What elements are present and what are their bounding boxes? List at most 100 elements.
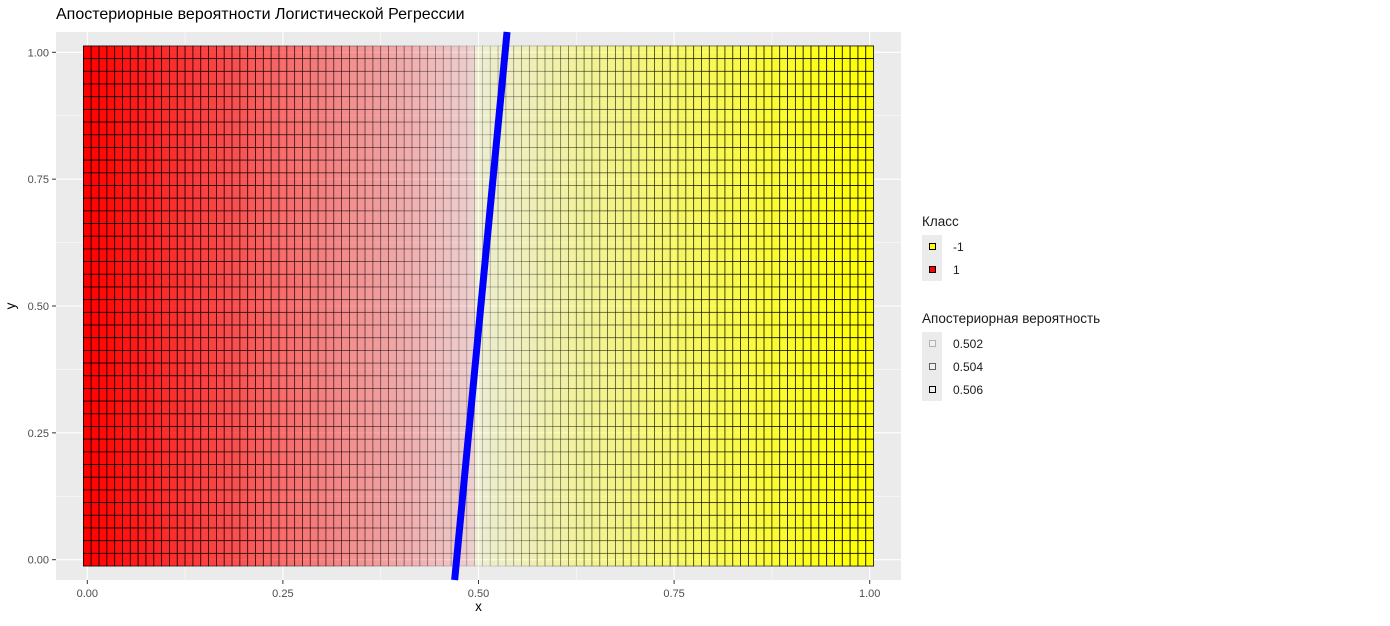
heatmap-tile xyxy=(223,464,233,478)
heatmap-tile xyxy=(333,464,342,478)
heatmap-tile xyxy=(583,261,593,275)
heatmap-tile xyxy=(200,540,209,554)
heatmap-tile xyxy=(161,438,170,453)
heatmap-tile xyxy=(865,311,875,326)
heatmap-tile xyxy=(794,349,804,364)
heatmap-tile xyxy=(740,451,749,465)
heatmap-tile xyxy=(106,514,116,529)
heatmap-tile xyxy=(388,261,397,275)
heatmap-tile xyxy=(505,464,515,478)
heatmap-tile xyxy=(661,185,671,199)
heatmap-tile xyxy=(701,362,710,377)
heatmap-tile xyxy=(192,210,202,224)
heatmap-tile xyxy=(638,159,648,174)
heatmap-tile xyxy=(255,185,264,199)
heatmap-tile xyxy=(98,514,108,529)
heatmap-tile xyxy=(239,108,249,123)
heatmap-tile xyxy=(90,388,100,402)
heatmap-tile xyxy=(482,514,491,529)
heatmap-tile xyxy=(278,210,288,224)
heatmap-tile xyxy=(255,375,264,389)
heatmap-tile xyxy=(677,96,687,110)
heatmap-tile xyxy=(638,489,648,504)
heatmap-tile xyxy=(223,248,233,263)
heatmap-tile xyxy=(505,502,515,516)
heatmap-tile xyxy=(810,197,820,212)
legend-swatch xyxy=(928,243,936,250)
heatmap-tile xyxy=(591,362,601,377)
heatmap-tile xyxy=(137,299,147,313)
heatmap-tile xyxy=(231,273,241,288)
heatmap-tile xyxy=(857,451,867,465)
heatmap-tile xyxy=(834,58,843,72)
heatmap-tile xyxy=(536,388,546,402)
heatmap-tile xyxy=(270,388,280,402)
heatmap-tile xyxy=(450,83,460,98)
heatmap-tile xyxy=(740,502,749,516)
heatmap-tile xyxy=(787,147,796,161)
heatmap-tile xyxy=(145,426,155,440)
heatmap-tile xyxy=(137,121,147,136)
heatmap-tile xyxy=(857,299,867,313)
heatmap-tile xyxy=(505,235,515,250)
heatmap-tile xyxy=(215,223,225,237)
heatmap-tile xyxy=(255,147,264,161)
heatmap-tile xyxy=(255,83,264,98)
heatmap-tile xyxy=(442,426,452,440)
heatmap-tile xyxy=(646,349,655,364)
heatmap-tile xyxy=(356,58,366,72)
heatmap-tile xyxy=(184,108,194,123)
heatmap-tile xyxy=(153,83,163,98)
heatmap-tile xyxy=(247,311,256,326)
heatmap-tile xyxy=(630,311,640,326)
heatmap-tile xyxy=(865,426,875,440)
heatmap-tile xyxy=(169,451,178,465)
heatmap-tile xyxy=(575,70,585,85)
heatmap-tile xyxy=(607,388,616,402)
heatmap-tile xyxy=(231,299,241,313)
heatmap-tile xyxy=(247,362,256,377)
heatmap-tile xyxy=(309,388,319,402)
heatmap-tile xyxy=(192,248,202,263)
heatmap-tile xyxy=(654,159,663,174)
heatmap-tile xyxy=(732,197,742,212)
heatmap-tile xyxy=(106,540,116,554)
heatmap-tile xyxy=(192,223,202,237)
heatmap-tile xyxy=(380,83,389,98)
heatmap-tile xyxy=(607,83,616,98)
heatmap-tile xyxy=(865,45,875,60)
heatmap-tile xyxy=(294,400,303,415)
heatmap-tile xyxy=(278,134,288,148)
heatmap-tile xyxy=(560,362,569,377)
heatmap-tile xyxy=(388,349,397,364)
heatmap-tile xyxy=(513,121,522,136)
heatmap-tile xyxy=(755,45,765,60)
heatmap-tile xyxy=(380,261,389,275)
heatmap-tile xyxy=(552,261,562,275)
heatmap-tile xyxy=(763,451,773,465)
heatmap-tile xyxy=(106,273,116,288)
heatmap-tile xyxy=(302,159,311,174)
heatmap-tile xyxy=(106,147,116,161)
heatmap-tile xyxy=(302,552,311,567)
heatmap-tile xyxy=(755,261,765,275)
heatmap-tile xyxy=(231,261,241,275)
heatmap-tile xyxy=(356,476,366,491)
heatmap-tile xyxy=(724,273,734,288)
heatmap-tile xyxy=(865,172,875,186)
heatmap-tile xyxy=(615,121,624,136)
heatmap-tile xyxy=(646,185,655,199)
heatmap-tile xyxy=(654,311,663,326)
heatmap-tile xyxy=(356,540,366,554)
heatmap-tile xyxy=(388,489,397,504)
heatmap-tile xyxy=(435,185,444,199)
heatmap-tile xyxy=(489,58,499,72)
heatmap-tile xyxy=(82,349,92,364)
heatmap-tile xyxy=(122,197,131,212)
heatmap-tile xyxy=(599,299,608,313)
heatmap-tile xyxy=(153,324,163,339)
heatmap-tile xyxy=(364,121,374,136)
heatmap-tile xyxy=(215,540,225,554)
heatmap-tile xyxy=(787,70,796,85)
heatmap-tile xyxy=(661,248,671,263)
